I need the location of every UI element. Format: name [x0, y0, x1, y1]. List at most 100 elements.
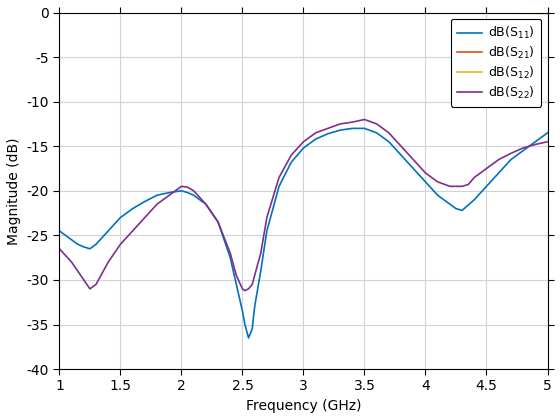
dB(S$_{12}$): [117, 10, 124, 15]
dB(S$_{11}$): [245, 335, 252, 340]
dB(S$_{22}$): [435, 179, 441, 184]
dB(S$_{11}$): [68, 237, 75, 242]
Line: dB(S$_{22}$): dB(S$_{22}$): [59, 119, 548, 291]
dB(S$_{11}$): [142, 199, 148, 204]
dB(S$_{11}$): [214, 220, 221, 225]
dB(S$_{12}$): [56, 10, 63, 15]
dB(S$_{12}$): [422, 10, 429, 16]
dB(S$_{11}$): [300, 145, 307, 150]
dB(S$_{22}$): [288, 152, 295, 158]
dB(S$_{21}$): [178, 10, 185, 15]
dB(S$_{11}$): [435, 193, 441, 198]
dB(S$_{11}$): [349, 126, 356, 131]
dB(S$_{22}$): [312, 130, 319, 135]
dB(S$_{11}$): [276, 184, 282, 189]
dB(S$_{21}$): [422, 10, 429, 15]
dB(S$_{22}$): [385, 130, 392, 135]
dB(S$_{22}$): [251, 273, 258, 278]
dB(S$_{11}$): [129, 206, 136, 211]
dB(S$_{11}$): [241, 322, 248, 327]
dB(S$_{22}$): [496, 157, 502, 162]
dB(S$_{22}$): [471, 175, 478, 180]
dB(S$_{11}$): [544, 130, 551, 135]
Legend: dB(S$_{11}$), dB(S$_{21}$), dB(S$_{12}$), dB(S$_{22}$): dB(S$_{11}$), dB(S$_{21}$), dB(S$_{12}$)…: [451, 19, 542, 107]
dB(S$_{11}$): [117, 215, 124, 220]
dB(S$_{11}$): [520, 148, 526, 153]
dB(S$_{11}$): [166, 190, 172, 195]
dB(S$_{21}$): [300, 10, 307, 15]
dB(S$_{22}$): [241, 288, 248, 293]
dB(S$_{11}$): [398, 152, 404, 158]
dB(S$_{22}$): [87, 286, 94, 291]
dB(S$_{11}$): [532, 139, 539, 144]
dB(S$_{12}$): [178, 10, 185, 15]
dB(S$_{22}$): [68, 260, 75, 265]
dB(S$_{11}$): [459, 208, 465, 213]
dB(S$_{22}$): [337, 121, 343, 126]
dB(S$_{12}$): [483, 10, 490, 16]
dB(S$_{22}$): [324, 126, 331, 131]
dB(S$_{22}$): [190, 188, 197, 193]
Line: dB(S$_{11}$): dB(S$_{11}$): [59, 129, 548, 338]
Y-axis label: Magnitude (dB): Magnitude (dB): [7, 137, 21, 244]
dB(S$_{11}$): [374, 130, 380, 135]
dB(S$_{11}$): [496, 171, 502, 176]
dB(S$_{11}$): [422, 179, 429, 184]
dB(S$_{22}$): [249, 282, 255, 287]
dB(S$_{22}$): [349, 120, 356, 125]
dB(S$_{22}$): [465, 182, 472, 187]
dB(S$_{22}$): [239, 286, 246, 291]
dB(S$_{12}$): [544, 11, 551, 16]
dB(S$_{11}$): [324, 131, 331, 136]
dB(S$_{22}$): [74, 268, 81, 273]
dB(S$_{11}$): [264, 228, 270, 234]
dB(S$_{22}$): [56, 246, 63, 251]
dB(S$_{11}$): [288, 160, 295, 165]
dB(S$_{22}$): [184, 185, 191, 190]
dB(S$_{22}$): [483, 166, 490, 171]
dB(S$_{11}$): [105, 228, 111, 234]
dB(S$_{22}$): [258, 251, 264, 256]
dB(S$_{11}$): [483, 184, 490, 189]
dB(S$_{22}$): [374, 121, 380, 126]
dB(S$_{21}$): [544, 10, 551, 16]
dB(S$_{22}$): [153, 202, 160, 207]
dB(S$_{22}$): [276, 175, 282, 180]
dB(S$_{22}$): [92, 282, 99, 287]
dB(S$_{11}$): [153, 193, 160, 198]
dB(S$_{22}$): [532, 142, 539, 147]
dB(S$_{22}$): [178, 184, 185, 189]
dB(S$_{22}$): [105, 260, 111, 265]
dB(S$_{22}$): [214, 220, 221, 225]
dB(S$_{11}$): [239, 309, 246, 314]
dB(S$_{22}$): [300, 139, 307, 144]
dB(S$_{11}$): [361, 126, 368, 131]
dB(S$_{11}$): [56, 228, 63, 234]
dB(S$_{11}$): [92, 242, 99, 247]
X-axis label: Frequency (GHz): Frequency (GHz): [246, 399, 361, 413]
dB(S$_{21}$): [56, 10, 63, 15]
dB(S$_{12}$): [239, 10, 246, 15]
dB(S$_{11}$): [203, 202, 209, 207]
dB(S$_{11}$): [312, 136, 319, 142]
dB(S$_{22}$): [544, 139, 551, 144]
dB(S$_{11}$): [471, 197, 478, 202]
dB(S$_{22}$): [81, 278, 87, 283]
dB(S$_{22}$): [446, 184, 453, 189]
dB(S$_{11}$): [258, 268, 264, 273]
dB(S$_{12}$): [361, 10, 368, 15]
dB(S$_{11}$): [87, 246, 94, 251]
dB(S$_{22}$): [422, 171, 429, 176]
dB(S$_{11}$): [385, 139, 392, 144]
dB(S$_{22}$): [507, 151, 514, 156]
dB(S$_{11}$): [337, 128, 343, 133]
dB(S$_{11}$): [251, 304, 258, 309]
dB(S$_{22}$): [129, 228, 136, 234]
dB(S$_{11}$): [227, 255, 234, 260]
dB(S$_{22}$): [520, 145, 526, 150]
dB(S$_{11}$): [178, 188, 185, 193]
dB(S$_{22}$): [361, 117, 368, 122]
dB(S$_{11}$): [74, 242, 81, 247]
dB(S$_{11}$): [233, 282, 240, 287]
dB(S$_{22}$): [117, 242, 124, 247]
